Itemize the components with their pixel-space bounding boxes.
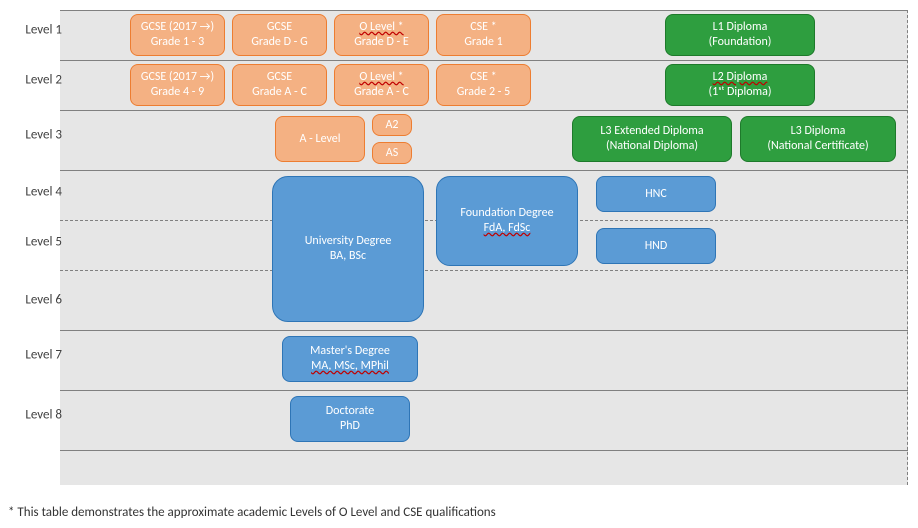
box-line: (National Certificate) <box>745 139 891 154</box>
qualification-box-5: GCSE (2017 →)Grade 4 - 9 <box>130 64 225 106</box>
box-line: GCSE <box>237 70 322 85</box>
box-line: BA, BSc <box>277 249 419 264</box>
qualification-box-20: DoctoratePhD <box>290 396 410 442</box>
row-label-level-3: Level 3 <box>0 128 68 143</box>
qualification-box-17: HNC <box>596 176 716 212</box>
box-line: O Level * <box>339 20 424 35</box>
row-divider-3 <box>60 170 908 171</box>
qualification-box-16: Foundation DegreeFdA, FdSc <box>436 176 578 266</box>
qualification-box-8: CSE *Grade 2 - 5 <box>436 64 531 106</box>
qualification-box-18: HND <box>596 228 716 264</box>
box-line: Foundation Degree <box>441 206 573 221</box>
row-divider-2 <box>60 110 908 111</box>
qualification-box-3: CSE *Grade 1 <box>436 14 531 56</box>
qualification-box-1: GCSEGrade D - G <box>232 14 327 56</box>
row-divider-6 <box>60 330 908 331</box>
qualification-box-4: L1 Diploma(Foundation) <box>665 14 815 56</box>
box-line: GCSE (2017 →) <box>135 20 220 35</box>
qualification-box-13: L3 Extended Diploma(National Diploma) <box>572 116 732 162</box>
box-line: GCSE (2017 →) <box>135 70 220 85</box>
qualification-box-19: Master's DegreeMA, MSc, MPhil <box>282 336 418 382</box>
qualification-box-9: L2 Diploma(1ˢᵗ Diploma) <box>665 64 815 106</box>
row-divider-0 <box>60 10 908 11</box>
box-line: University Degree <box>277 234 419 249</box>
qualification-box-2: O Level *Grade D - E <box>334 14 429 56</box>
box-line: Doctorate <box>295 404 405 419</box>
qualification-box-7: O Level *Grade A - C <box>334 64 429 106</box>
box-line: HND <box>601 239 711 254</box>
row-label-level-7: Level 7 <box>0 348 68 363</box>
row-label-level-6: Level 6 <box>0 293 68 308</box>
footnote-text: * This table demonstrates the approximat… <box>8 505 496 520</box>
box-line: FdA, FdSc <box>441 221 573 236</box>
box-line: GCSE <box>237 20 322 35</box>
box-line: A - Level <box>280 132 360 147</box>
qualification-box-15: University DegreeBA, BSc <box>272 176 424 322</box>
row-divider-8 <box>60 450 908 451</box>
qualification-box-11: A2 <box>372 114 412 136</box>
row-label-level-1: Level 1 <box>0 23 68 38</box>
box-line: Grade A - C <box>339 85 424 100</box>
qualification-box-10: A - Level <box>275 116 365 162</box>
row-divider-5 <box>60 270 908 271</box>
box-line: Grade D - G <box>237 35 322 50</box>
box-line: L3 Diploma <box>745 124 891 139</box>
box-line: AS <box>377 146 407 161</box>
box-line: (1ˢᵗ Diploma) <box>670 85 810 100</box>
box-line: Grade 2 - 5 <box>441 85 526 100</box>
row-label-level-5: Level 5 <box>0 235 68 250</box>
qualification-box-14: L3 Diploma(National Certificate) <box>740 116 896 162</box>
box-line: Grade A - C <box>237 85 322 100</box>
box-line: Master's Degree <box>287 344 413 359</box>
qualification-box-12: AS <box>372 142 412 164</box>
qualification-box-0: GCSE (2017 →)Grade 1 - 3 <box>130 14 225 56</box>
box-line: L2 Diploma <box>670 70 810 85</box>
box-line: (National Diploma) <box>577 139 727 154</box>
box-line: L1 Diploma <box>670 20 810 35</box>
chart-right-border <box>907 10 908 485</box>
box-line: MA, MSc, MPhil <box>287 359 413 374</box>
box-line: CSE * <box>441 70 526 85</box>
box-line: Grade 1 - 3 <box>135 35 220 50</box>
row-label-level-4: Level 4 <box>0 185 68 200</box>
box-line: A2 <box>377 118 407 133</box>
box-line: Grade 1 <box>441 35 526 50</box>
qualification-box-6: GCSEGrade A - C <box>232 64 327 106</box>
row-label-level-8: Level 8 <box>0 408 68 423</box>
row-divider-7 <box>60 390 908 391</box>
box-line: O Level * <box>339 70 424 85</box>
row-divider-1 <box>60 60 908 61</box>
box-line: (Foundation) <box>670 35 810 50</box>
row-label-level-2: Level 2 <box>0 73 68 88</box>
box-line: Grade D - E <box>339 35 424 50</box>
box-line: HNC <box>601 187 711 202</box>
box-line: L3 Extended Diploma <box>577 124 727 139</box>
box-line: Grade 4 - 9 <box>135 85 220 100</box>
box-line: CSE * <box>441 20 526 35</box>
qualification-level-chart: Level 1Level 2Level 3Level 4Level 5Level… <box>60 10 908 485</box>
box-line: PhD <box>295 419 405 434</box>
